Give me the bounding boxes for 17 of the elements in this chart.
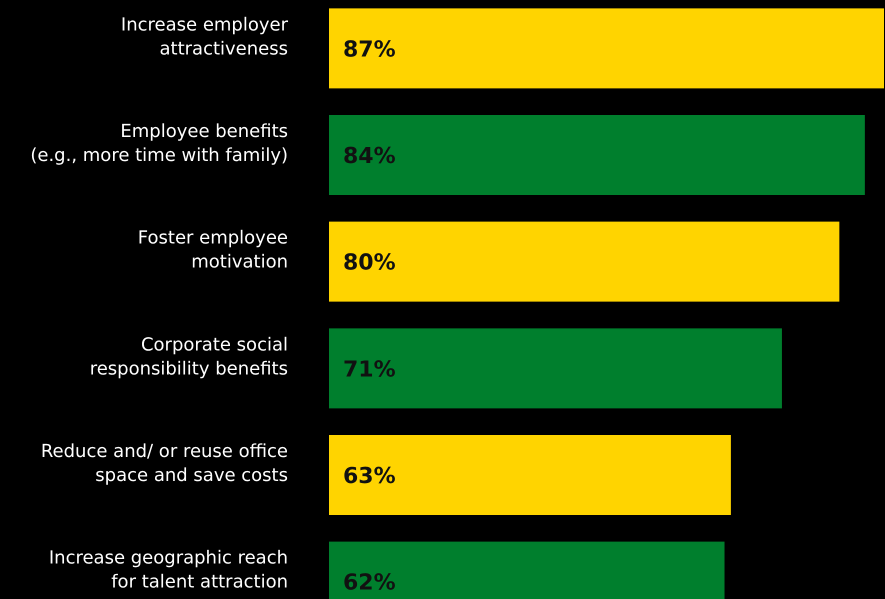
data-label: 80% [343, 250, 396, 276]
data-label: 71% [343, 357, 396, 382]
bar [329, 8, 884, 88]
data-label: 63% [343, 464, 396, 489]
y-tick-label: Foster employee motivation [138, 228, 288, 273]
y-tick-label: Increase employer attractiveness [120, 14, 289, 60]
data-label: 87% [343, 37, 396, 62]
data-label: 84% [343, 144, 396, 169]
bar [329, 222, 840, 302]
data-label: 62% [343, 570, 396, 596]
y-tick-label: Increase geographic reach for talent attraction [48, 548, 288, 593]
y-tick-label: Corporate social responsibility benefits [90, 334, 288, 380]
y-tick-label: Employee benefits (e.g., more time with family) [30, 121, 288, 166]
bar [329, 435, 731, 515]
bar [329, 115, 865, 195]
bar [329, 328, 782, 408]
y-tick-label: Reduce and/ or reuse office space and save costs [40, 441, 288, 486]
